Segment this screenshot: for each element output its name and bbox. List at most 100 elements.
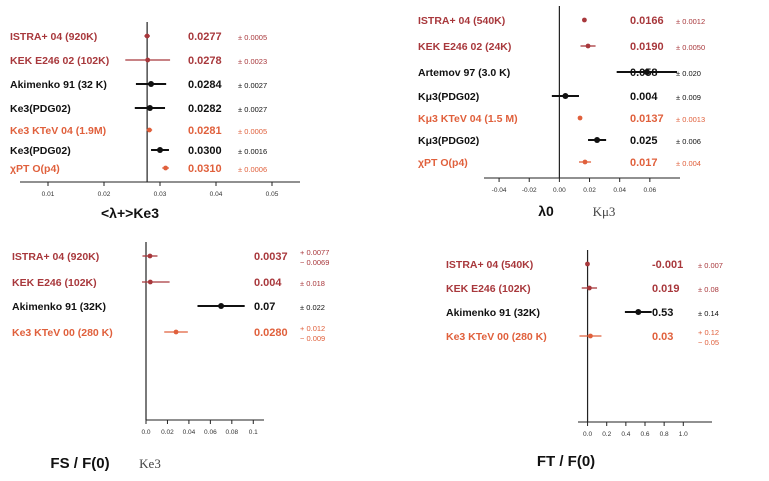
data-point-bl [173, 329, 179, 335]
data-point-bl [147, 279, 153, 285]
value-label-tl: 0.0278 [188, 55, 222, 67]
measurement-label-tl: χPT O(p4) [10, 163, 60, 175]
error-label-upper-br: + 0.12 [698, 328, 719, 337]
x-tick-label-bl: 0.02 [161, 429, 174, 436]
error-label-br: ± 0.007 [698, 261, 723, 270]
error-label-br: ± 0.08 [698, 285, 719, 294]
measurement-label-tl: Akimenko 91 (32 K) [10, 79, 107, 91]
x-tick-label-br: 0.2 [602, 431, 611, 438]
value-label-br: 0.03 [652, 331, 673, 343]
measurement-label-tl: ISTRA+ 04 (920K) [10, 31, 97, 43]
error-label-lower-br: − 0.05 [698, 338, 719, 347]
error-label-upper-bl: + 0.0077 [300, 248, 329, 257]
data-point-tl [157, 147, 163, 153]
error-label-tl: ± 0.0016 [238, 147, 267, 156]
error-label-tl: ± 0.0027 [238, 81, 267, 90]
x-tick-label-bl: 0.08 [225, 429, 238, 436]
error-label-tr: ± 0.0050 [676, 43, 705, 52]
measurement-label-br: Akimenko 91 (32K) [446, 307, 540, 319]
error-label-tr: ± 0.004 [676, 159, 701, 168]
value-label-tl: 0.0282 [188, 103, 222, 115]
measurement-label-tr: ISTRA+ 04 (540K) [418, 15, 505, 27]
x-tick-label-br: 1.0 [679, 431, 688, 438]
x-tick-label-tr: 0.02 [583, 187, 596, 194]
data-point-tr [643, 69, 650, 75]
value-label-bl: 0.0280 [254, 327, 288, 339]
error-label-tl: ± 0.0005 [238, 127, 267, 136]
panel-br: 0.0 0.2 0.4 0.6 0.8 1.0 ISTRA+ 04 (540K) -0.001… [446, 250, 723, 470]
value-label-tl: 0.0300 [188, 145, 222, 157]
data-point-tr [582, 159, 588, 165]
measurement-label-bl: Ke3 KTeV 00 (280 K) [12, 327, 113, 339]
panel-title-br: FT / F(0) [537, 453, 595, 470]
x-tick-label-tr: -0.04 [492, 187, 507, 194]
panel-subtitle-tr: Kμ3 [593, 204, 616, 219]
data-point-tr [582, 17, 587, 23]
panel-title-tr: λ0 [538, 203, 554, 219]
x-tick-label-bl: 0.1 [249, 429, 258, 436]
data-point-tl [144, 33, 150, 39]
value-label-tl: 0.0277 [188, 31, 222, 43]
panel-bl: 0.0 0.02 0.04 0.06 0.08 0.1 ISTRA+ 04 (920K) 0.… [12, 242, 329, 472]
measurement-label-tr: χPT O(p4) [418, 157, 468, 169]
x-tick-label-br: 0.4 [621, 431, 630, 438]
x-tick-label-tr: 0.06 [644, 187, 657, 194]
error-label-tr: ± 0.006 [676, 137, 701, 146]
measurement-label-bl: KEK E246 (102K) [12, 277, 97, 289]
value-label-br: 0.53 [652, 307, 673, 319]
value-label-br: 0.019 [652, 283, 680, 295]
measurement-label-br: ISTRA+ 04 (540K) [446, 259, 533, 271]
measurement-label-tr: Kμ3(PDG02) [418, 91, 479, 103]
error-label-bl: ± 0.022 [300, 303, 325, 312]
error-label-br: ± 0.14 [698, 309, 719, 318]
error-label-tl: ± 0.0006 [238, 165, 267, 174]
value-label-bl: 0.0037 [254, 251, 288, 263]
data-point-tl [146, 105, 153, 111]
measurement-label-tr: Artemov 97 (3.0 K) [418, 67, 510, 79]
value-label-tr: 0.004 [630, 91, 658, 103]
value-label-tr: 0.0137 [630, 113, 664, 125]
x-tick-label-tl: 0.02 [98, 191, 111, 198]
x-tick-label-br: 0.8 [660, 431, 669, 438]
measurement-label-tl: Ke3(PDG02) [10, 103, 71, 115]
measurement-label-br: Ke3 KTeV 00 (280 K) [446, 331, 547, 343]
data-point-tl [145, 57, 151, 63]
data-point-br [586, 285, 592, 291]
value-label-tl: 0.0310 [188, 163, 222, 175]
panel-title-bl: FS / F(0) [50, 455, 109, 472]
panel-tl: 0.01 0.02 0.03 0.04 0.05 ISTRA+ 04 (920K) 0.02… [10, 22, 300, 221]
measurement-label-tl: Ke3(PDG02) [10, 145, 71, 157]
error-label-lower-bl: − 0.0069 [300, 258, 329, 267]
value-label-bl: 0.07 [254, 301, 275, 313]
x-tick-label-tr: 0.04 [613, 187, 626, 194]
value-label-tl: 0.0281 [188, 125, 222, 137]
error-label-upper-bl: + 0.012 [300, 324, 325, 333]
x-tick-label-tr: -0.02 [522, 187, 537, 194]
error-label-tr: ± 0.009 [676, 93, 701, 102]
measurement-label-tr: Kμ3(PDG02) [418, 135, 479, 147]
error-label-tl: ± 0.0005 [238, 33, 267, 42]
x-tick-label-br: 0.6 [640, 431, 649, 438]
value-label-tl: 0.0284 [188, 79, 223, 91]
x-tick-label-bl: 0.0 [141, 429, 150, 436]
error-label-tr: ± 0.0012 [676, 17, 705, 26]
data-point-br [585, 261, 590, 267]
value-label-tr: 0.0190 [630, 41, 664, 53]
data-point-br [588, 333, 593, 339]
data-point-tr [577, 115, 583, 121]
data-point-tr [585, 43, 591, 49]
measurement-label-tr: Kμ3 KTeV 04 (1.5 M) [418, 113, 518, 125]
measurement-label-bl: ISTRA+ 04 (920K) [12, 251, 99, 263]
measurement-label-tr: KEK E246 02 (24K) [418, 41, 511, 53]
measurement-label-br: KEK E246 (102K) [446, 283, 531, 295]
x-tick-label-tl: 0.05 [266, 191, 279, 198]
data-point-tl [146, 127, 152, 133]
panel-tr: -0.04 -0.02 0.00 0.02 0.04 0.06 ISTRA+ 04 (540… [418, 6, 705, 219]
x-tick-label-tl: 0.01 [42, 191, 55, 198]
measurement-label-bl: Akimenko 91 (32K) [12, 301, 106, 313]
error-label-tr: ± 0.020 [676, 69, 701, 78]
x-tick-label-tl: 0.03 [154, 191, 167, 198]
error-label-tl: ± 0.0023 [238, 57, 267, 66]
